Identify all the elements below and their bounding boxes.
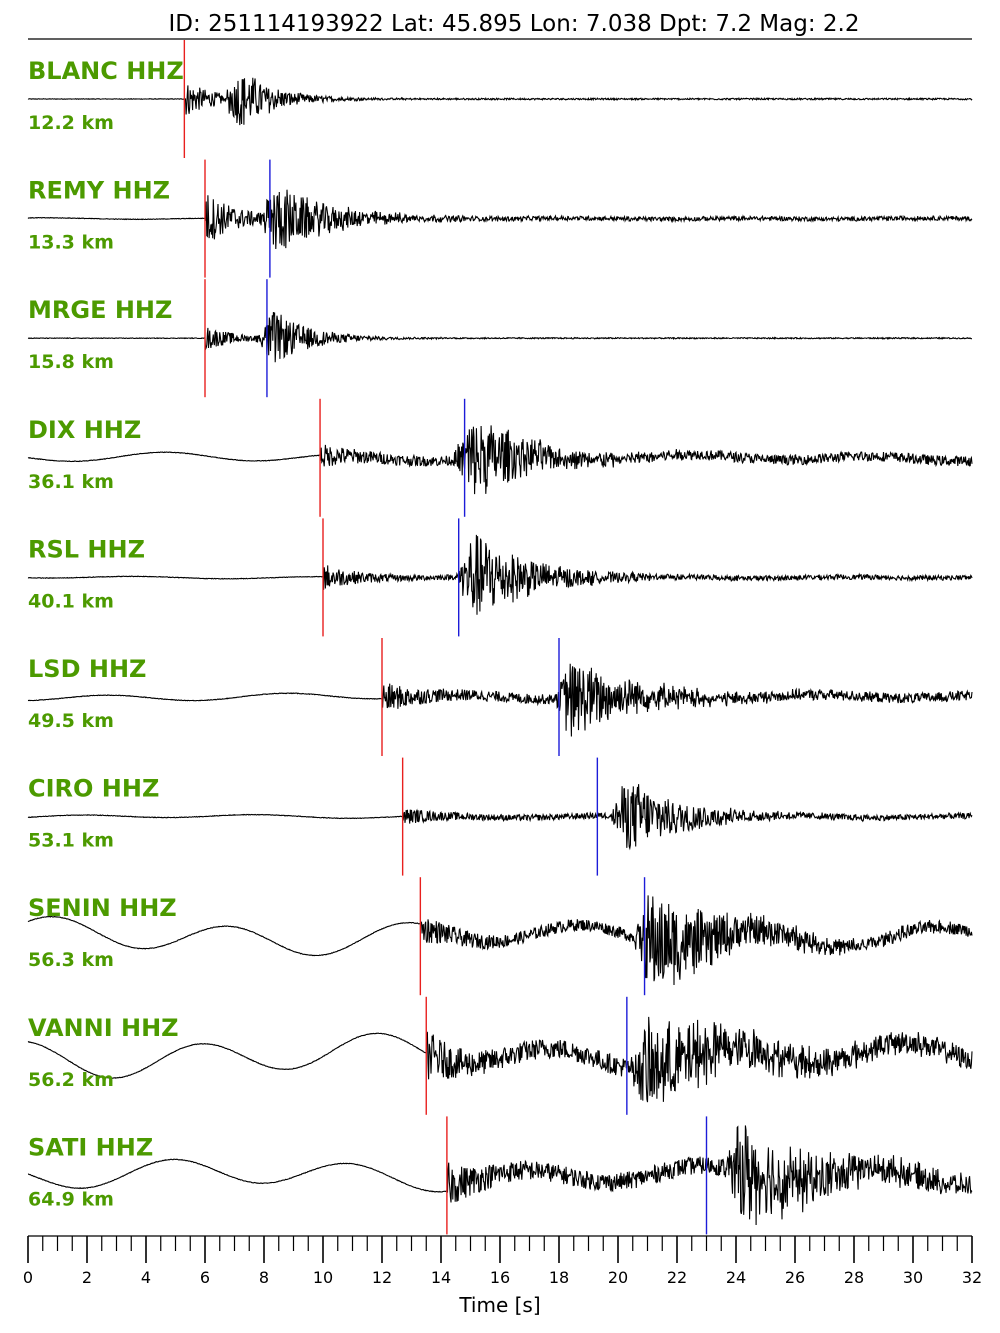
x-axis: 0 2 4 6 8 10 12 14 16 18 20 22 24 26 28 30 32 (23, 1235, 982, 1287)
station-label: DIX HHZ (28, 416, 141, 444)
distance-label: 56.2 km (28, 1069, 114, 1091)
x-tick-label: 24 (726, 1268, 746, 1287)
trace-row: VANNI HHZ 56.2 km (27, 996, 973, 1115)
distance-label: 53.1 km (28, 830, 114, 852)
waveform-line (27, 189, 973, 250)
waveform-line (27, 311, 972, 363)
chart-title: ID: 251114193922 Lat: 45.895 Lon: 7.038 … (169, 11, 860, 37)
distance-label: 12.2 km (28, 112, 114, 134)
traces-group: BLANC HHZ 12.2 km REMY HHZ 13.3 km MRGE HHZ 1… (27, 40, 973, 1235)
x-tick-label: 16 (490, 1268, 510, 1287)
distance-label: 36.1 km (28, 471, 114, 493)
x-tick-label: 20 (608, 1268, 628, 1287)
trace-row: LSD HHZ 49.5 km (27, 638, 973, 756)
trace-row: MRGE HHZ 15.8 km (27, 279, 972, 398)
waveform-line (27, 534, 973, 615)
distance-label: 64.9 km (28, 1188, 114, 1210)
x-tick-label: 6 (200, 1268, 210, 1287)
x-tick-label: 4 (141, 1268, 151, 1287)
trace-row: RSL HHZ 40.1 km (27, 518, 973, 637)
distance-label: 13.3 km (28, 232, 114, 254)
trace-row: CIRO HHZ 53.1 km (27, 757, 973, 876)
trace-row: DIX HHZ 36.1 km (27, 398, 973, 517)
x-axis-label: Time [s] (458, 1293, 540, 1317)
waveform-line (27, 1125, 973, 1226)
waveform-line (27, 663, 973, 737)
x-tick-label: 18 (549, 1268, 569, 1287)
station-label: RSL HHZ (28, 535, 145, 563)
waveform-line (27, 77, 973, 126)
station-label: MRGE HHZ (28, 296, 172, 324)
station-label: LSD HHZ (28, 655, 146, 683)
trace-row: SATI HHZ 64.9 km (27, 1116, 973, 1235)
x-tick-label: 0 (23, 1268, 33, 1287)
station-label: BLANC HHZ (28, 57, 184, 85)
x-tick-label: 28 (844, 1268, 864, 1287)
distance-label: 49.5 km (28, 710, 114, 732)
trace-row: SENIN HHZ 56.3 km (27, 877, 973, 996)
x-tick-label: 22 (667, 1268, 687, 1287)
x-tick-label: 10 (313, 1268, 333, 1287)
station-label: REMY HHZ (28, 177, 170, 205)
distance-label: 40.1 km (28, 590, 114, 612)
waveform-line (27, 784, 973, 851)
distance-label: 15.8 km (28, 351, 114, 373)
station-label: SENIN HHZ (28, 894, 177, 922)
waveform-line (27, 895, 973, 986)
trace-row: BLANC HHZ 12.2 km (27, 40, 973, 158)
x-tick-label: 30 (903, 1268, 923, 1287)
station-label: VANNI HHZ (28, 1014, 179, 1042)
station-label: SATI HHZ (28, 1133, 153, 1161)
waveform-line (27, 425, 973, 495)
waveform-line (27, 1016, 973, 1103)
x-tick-label: 12 (372, 1268, 392, 1287)
station-label: CIRO HHZ (28, 775, 159, 803)
x-tick-label: 2 (82, 1268, 92, 1287)
x-tick-label: 8 (259, 1268, 269, 1287)
distance-label: 56.3 km (28, 949, 114, 971)
trace-row: REMY HHZ 13.3 km (27, 159, 973, 278)
x-tick-label: 32 (962, 1268, 982, 1287)
x-tick-label: 14 (431, 1268, 451, 1287)
x-tick-label: 26 (785, 1268, 805, 1287)
